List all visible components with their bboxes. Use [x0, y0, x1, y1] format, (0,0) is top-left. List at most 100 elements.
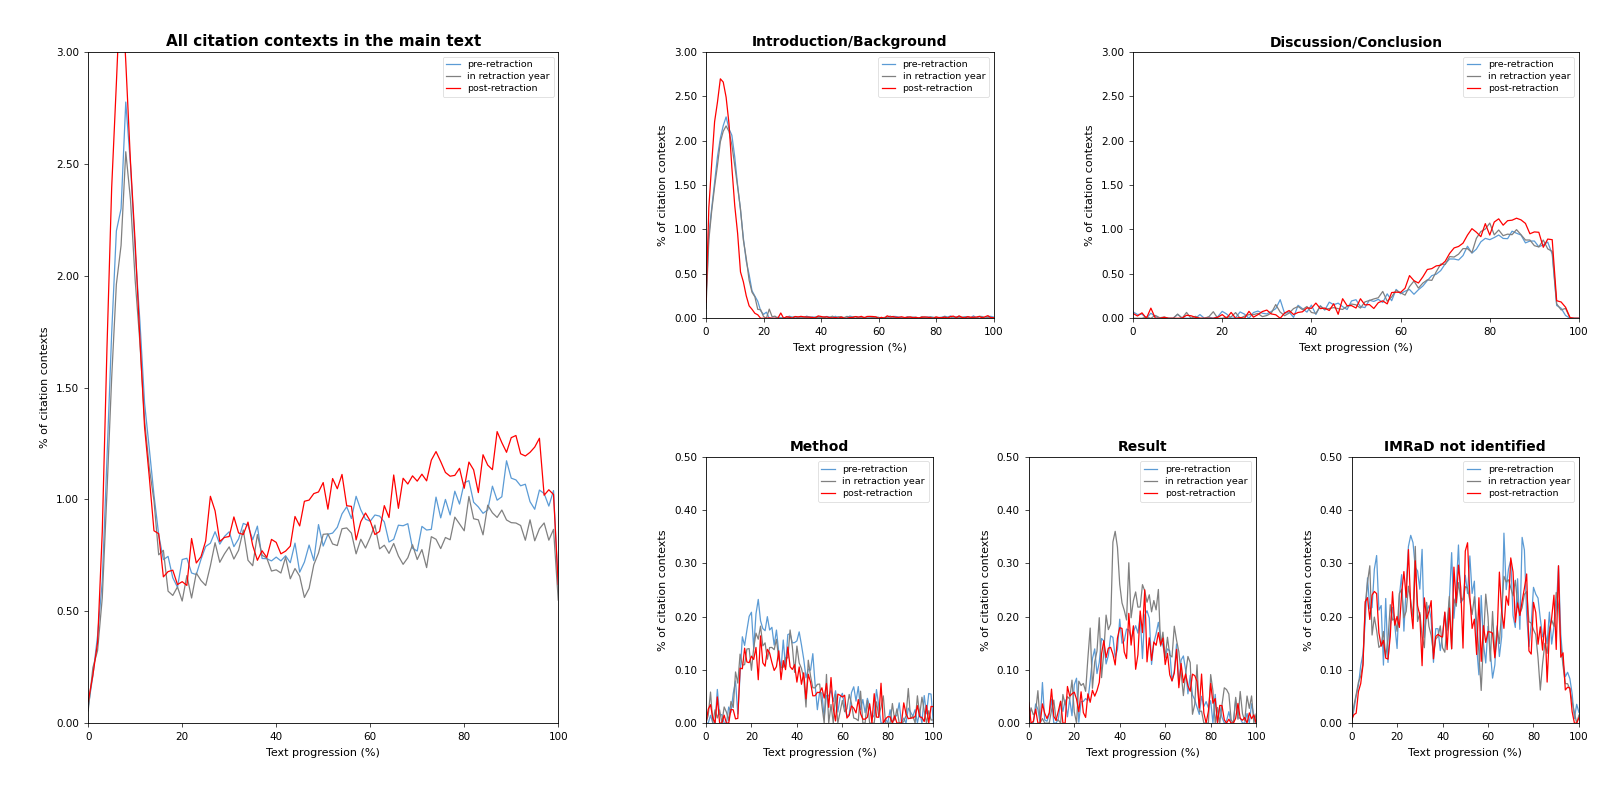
- X-axis label: Text progression (%): Text progression (%): [1085, 748, 1199, 757]
- in retraction year: [696, 304, 715, 313]
- pre-retraction: [1494, 528, 1513, 538]
- pre-retraction: [749, 594, 768, 604]
- in retraction year: [1154, 312, 1173, 322]
- Line: in retraction year: in retraction year: [705, 126, 994, 318]
- pre-retraction: [1124, 627, 1143, 637]
- in retraction year: [1449, 578, 1468, 587]
- pre-retraction: [1036, 715, 1055, 725]
- in retraction year: [1076, 686, 1095, 696]
- in retraction year: [875, 312, 894, 322]
- pre-retraction: [1396, 286, 1415, 296]
- pre-retraction: [803, 649, 822, 658]
- post-retraction: [300, 495, 319, 505]
- Title: Result: Result: [1117, 440, 1167, 454]
- in retraction year: [548, 595, 567, 605]
- post-retraction: [923, 702, 943, 711]
- post-retraction: [904, 313, 923, 323]
- in retraction year: [757, 313, 776, 323]
- in retraction year: [1157, 633, 1177, 642]
- post-retraction: [1358, 593, 1377, 602]
- post-retraction: [1446, 598, 1465, 607]
- in retraction year: [1515, 590, 1534, 599]
- in retraction year: [755, 638, 774, 648]
- pre-retraction: [858, 694, 877, 703]
- Y-axis label: % of citation contexts: % of citation contexts: [40, 327, 50, 448]
- post-retraction: [1037, 714, 1056, 723]
- Y-axis label: % of citation contexts: % of citation contexts: [1303, 529, 1314, 650]
- Line: post-retraction: post-retraction: [1029, 590, 1257, 723]
- in retraction year: [720, 126, 739, 136]
- post-retraction: [79, 697, 98, 706]
- in retraction year: [436, 533, 455, 543]
- post-retraction: [875, 313, 894, 323]
- in retraction year: [1193, 706, 1212, 716]
- Line: in retraction year: in retraction year: [705, 626, 933, 723]
- post-retraction: [1021, 718, 1040, 728]
- post-retraction: [1137, 313, 1156, 323]
- X-axis label: Text progression (%): Text progression (%): [266, 748, 380, 757]
- pre-retraction: [1478, 622, 1497, 631]
- post-retraction: [1396, 284, 1415, 293]
- post-retraction: [1125, 665, 1145, 674]
- post-retraction: [1481, 627, 1500, 637]
- in retraction year: [1234, 312, 1254, 321]
- post-retraction: [752, 313, 771, 323]
- pre-retraction: [1180, 670, 1199, 680]
- Line: pre-retraction: pre-retraction: [705, 599, 933, 723]
- Legend: pre-retraction, in retraction year, post-retraction: pre-retraction, in retraction year, post…: [1140, 462, 1252, 502]
- Title: IMRaD not identified: IMRaD not identified: [1385, 440, 1547, 454]
- post-retraction: [755, 662, 774, 671]
- post-retraction: [1135, 585, 1154, 594]
- pre-retraction: [712, 710, 731, 719]
- pre-retraction: [1247, 718, 1266, 728]
- in retraction year: [112, 240, 131, 250]
- post-retraction: [1565, 718, 1584, 728]
- pre-retraction: [717, 112, 736, 121]
- post-retraction: [774, 313, 793, 323]
- post-retraction: [720, 119, 739, 129]
- Y-axis label: % of citation contexts: % of citation contexts: [659, 125, 668, 246]
- pre-retraction: [115, 97, 135, 107]
- pre-retraction: [1334, 302, 1353, 312]
- Title: Introduction/Background: Introduction/Background: [752, 35, 947, 50]
- post-retraction: [835, 690, 854, 700]
- post-retraction: [858, 713, 877, 722]
- Line: pre-retraction: pre-retraction: [88, 102, 558, 707]
- Line: pre-retraction: pre-retraction: [1133, 231, 1579, 318]
- in retraction year: [803, 683, 822, 693]
- Y-axis label: % of citation contexts: % of citation contexts: [659, 529, 668, 650]
- pre-retraction: [755, 626, 774, 635]
- post-retraction: [1515, 583, 1534, 593]
- Y-axis label: % of citation contexts: % of citation contexts: [1085, 125, 1095, 246]
- Line: post-retraction: post-retraction: [705, 636, 933, 723]
- post-retraction: [548, 579, 567, 589]
- pre-retraction: [365, 511, 385, 520]
- Title: Method: Method: [790, 440, 850, 454]
- post-retraction: [1504, 567, 1523, 577]
- post-retraction: [710, 74, 729, 84]
- in retraction year: [1457, 244, 1476, 253]
- Line: pre-retraction: pre-retraction: [1351, 533, 1579, 720]
- post-retraction: [1342, 715, 1361, 725]
- post-retraction: [712, 718, 731, 728]
- pre-retraction: [1462, 248, 1481, 258]
- Legend: pre-retraction, in retraction year, post-retraction: pre-retraction, in retraction year, post…: [818, 462, 928, 502]
- pre-retraction: [1020, 718, 1039, 728]
- pre-retraction: [1159, 313, 1178, 323]
- in retraction year: [717, 121, 736, 131]
- in retraction year: [79, 706, 98, 716]
- in retraction year: [774, 313, 793, 323]
- in retraction year: [869, 712, 888, 721]
- in retraction year: [200, 561, 220, 570]
- pre-retraction: [835, 702, 854, 711]
- post-retraction: [696, 297, 715, 307]
- pre-retraction: [200, 539, 220, 548]
- in retraction year: [1436, 260, 1456, 269]
- in retraction year: [1329, 304, 1348, 313]
- pre-retraction: [1157, 644, 1177, 654]
- pre-retraction: [1569, 313, 1589, 323]
- pre-retraction: [1502, 226, 1521, 236]
- pre-retraction: [112, 204, 131, 213]
- in retraction year: [412, 545, 431, 555]
- in retraction year: [858, 695, 877, 705]
